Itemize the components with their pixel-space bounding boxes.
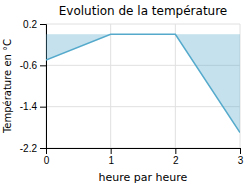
area <box>46 34 240 132</box>
y-axis-label: Température en °C <box>2 39 13 134</box>
y-tick-mark <box>40 148 46 149</box>
plot-area: 0 1 2 3 0.2 -0.6 -1.4 -2.2 <box>20 19 244 166</box>
y-axis: 0.2 -0.6 -1.4 -2.2 <box>20 19 47 154</box>
x-tick: 2 <box>173 148 179 166</box>
x-tick-label: 1 <box>108 155 114 166</box>
y-tick-label: -0.6 <box>20 60 38 71</box>
y-grid-line <box>46 24 240 25</box>
y-tick-mark <box>40 107 46 108</box>
x-tick-label: 2 <box>173 155 179 166</box>
marks-clip <box>46 34 240 132</box>
x-axis-line <box>47 149 241 155</box>
x-tick-mark <box>175 148 176 154</box>
y-tick-mark <box>40 65 46 66</box>
y-tick: 0.2 <box>23 19 46 30</box>
y-tick-label: -1.4 <box>20 101 38 112</box>
y-grid-line <box>46 106 240 107</box>
x-tick: 1 <box>108 148 114 166</box>
y-tick-label: -2.2 <box>20 143 38 154</box>
y-tick-label: 0.2 <box>23 19 37 30</box>
x-axis-label: heure par heure <box>99 171 188 184</box>
x-tick-label: 0 <box>44 155 50 166</box>
y-tick-mark <box>40 24 46 25</box>
chart: 0 1 2 3 0.2 -0.6 -1.4 -2.2 Evolution de la tempé… <box>0 0 250 188</box>
x-grid-line <box>175 24 176 148</box>
y-tick: -1.4 <box>20 101 46 112</box>
x-tick-mark <box>240 148 241 154</box>
x-tick-mark <box>111 148 112 154</box>
x-tick-label: 3 <box>238 155 244 166</box>
line <box>46 34 240 132</box>
marks <box>46 34 240 132</box>
grid <box>46 24 240 148</box>
y-tick: -2.2 <box>20 143 46 154</box>
x-grid-line <box>110 24 111 148</box>
y-tick: -0.6 <box>20 60 46 71</box>
x-tick: 0 <box>44 148 50 166</box>
title: Evolution de la température <box>59 4 228 18</box>
x-tick: 3 <box>238 148 244 166</box>
x-axis: 0 1 2 3 <box>44 148 244 166</box>
y-axis-line <box>40 25 47 149</box>
